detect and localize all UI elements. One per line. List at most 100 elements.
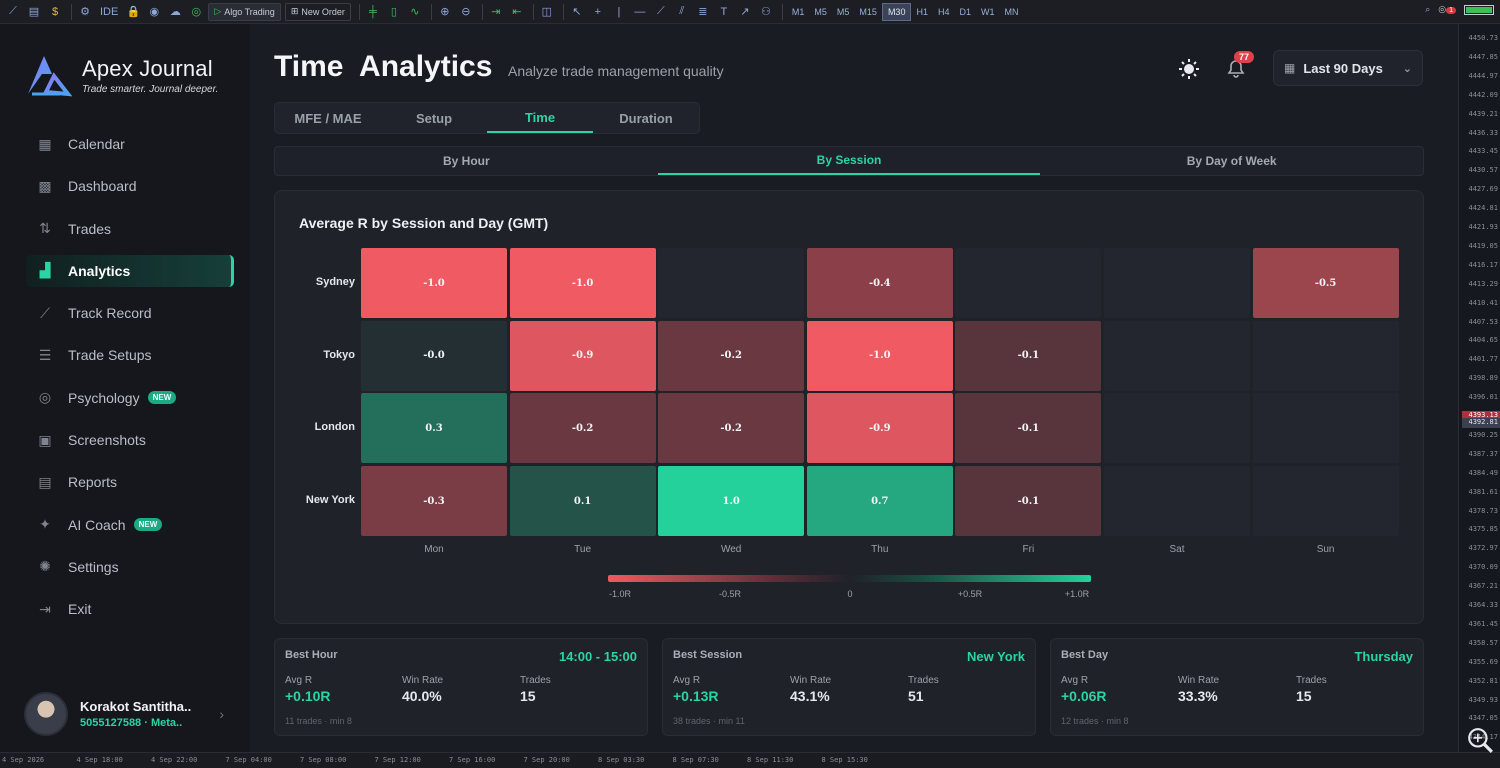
heatmap-cell[interactable]: 0.1 [509, 466, 656, 537]
chart-shift-icon[interactable]: ⇥ [491, 6, 501, 18]
heatmap-cell[interactable]: -0.9 [509, 320, 656, 391]
user-info: Korakot Santitha.. 5055127588 · Meta.. [80, 699, 191, 729]
sidebar-item-track-record[interactable]: ⟋ Track Record [26, 297, 234, 329]
strategy-icon[interactable]: ⚙ [80, 6, 90, 18]
algo-trading-button[interactable]: ▷ Algo Trading [208, 2, 281, 21]
bar-chart-type-icon[interactable]: ╪ [368, 5, 377, 18]
autoscroll-icon[interactable]: ⇤ [512, 6, 522, 18]
heatmap-cell[interactable]: -0.2 [509, 393, 656, 464]
subtab-by-session[interactable]: By Session [657, 147, 1041, 175]
heatmap-cell[interactable]: 0.3 [361, 393, 507, 464]
price-tick-label: 4361.45 [1468, 619, 1498, 628]
heatmap-cell[interactable] [1104, 466, 1250, 537]
shapes-icon[interactable]: ⚇ [760, 6, 771, 18]
tab-setup[interactable]: Setup [415, 110, 453, 126]
user-card[interactable]: Korakot Santitha.. 5055127588 · Meta.. › [24, 692, 224, 736]
sidebar-item-trade-setups[interactable]: ☰ Trade Setups [26, 339, 234, 371]
stat-metric-label: Avg R [1061, 675, 1089, 686]
heatmap-cell[interactable]: -0.0 [361, 320, 507, 391]
template-icon[interactable]: ▤ [28, 6, 40, 18]
heatmap-cell[interactable]: -0.9 [806, 393, 953, 464]
heatmap-cell[interactable]: -0.4 [806, 248, 953, 318]
dollar-icon[interactable]: $ [51, 5, 59, 18]
timeframe-mn[interactable]: MN [1004, 6, 1019, 17]
ide-button[interactable]: IDE [100, 5, 119, 18]
sidebar-item-trades[interactable]: ⇅ Trades [26, 213, 234, 245]
heatmap-cell[interactable]: -1.0 [806, 320, 953, 391]
cursor-icon[interactable]: ↖ [572, 6, 582, 18]
crosshair-icon[interactable]: + [594, 5, 602, 18]
text-tool-icon[interactable]: T [720, 5, 728, 18]
sidebar-item-calendar[interactable]: ▦ Calendar [26, 128, 234, 160]
timeframe-m15[interactable]: M15 [859, 6, 877, 17]
timeframe-m30[interactable]: M30 [881, 2, 912, 21]
date-range-dropdown[interactable]: ▦ Last 90 Days ⌄ [1273, 50, 1423, 86]
sidebar-item-exit[interactable]: ⇥ Exit [26, 593, 234, 625]
arrow-tool-icon[interactable]: ↗ [740, 6, 750, 18]
horizontal-line-icon[interactable]: — [634, 5, 646, 18]
vertical-line-icon[interactable]: | [617, 5, 621, 18]
heatmap-cell[interactable] [1104, 320, 1250, 391]
tab-mfe-mae[interactable]: MFE / MAE [294, 110, 362, 126]
heatmap-cell[interactable]: -0.2 [658, 393, 805, 464]
line-type-icon[interactable]: ∿ [410, 6, 420, 18]
heatmap-cell[interactable]: -0.1 [955, 466, 1102, 537]
signal-icon[interactable]: ◉ [149, 6, 160, 18]
timeframe-w1[interactable]: W1 [981, 6, 995, 17]
timeframe-h4[interactable]: H4 [937, 6, 950, 17]
search-icon[interactable]: ⌕ [1425, 4, 1431, 14]
heatmap-cell[interactable]: -0.3 [361, 466, 507, 537]
alerts-icon[interactable]: ◎ 1 [1438, 4, 1456, 15]
heatmap-cell[interactable] [1252, 393, 1399, 464]
cloud-icon[interactable]: ☁ [169, 6, 181, 18]
price-tick-label: 4347.05 [1468, 714, 1498, 723]
heatmap-cell[interactable]: -0.5 [1252, 248, 1399, 318]
sidebar-item-screenshots[interactable]: ▣ Screenshots [26, 424, 234, 456]
heatmap-cell[interactable] [658, 248, 805, 318]
heatmap-legend-bar [608, 575, 1091, 582]
sidebar-item-reports[interactable]: ▤ Reports [26, 466, 234, 498]
heatmap-cell[interactable]: -1.0 [361, 248, 507, 318]
channel-icon[interactable]: ⫽ [679, 5, 685, 17]
fibonacci-icon[interactable]: ≣ [698, 6, 708, 18]
heatmap-cell[interactable]: -0.1 [955, 320, 1102, 391]
sun-icon[interactable] [1178, 58, 1200, 80]
heatmap-cell[interactable] [955, 248, 1102, 318]
heatmap-cell[interactable] [1252, 320, 1399, 391]
tab-duration[interactable]: Duration [619, 110, 673, 126]
magnifier-icon[interactable] [1466, 726, 1494, 754]
tab-time[interactable]: Time [487, 103, 593, 133]
heatmap-cell[interactable]: -1.0 [509, 248, 656, 318]
screenshot-icon[interactable]: ◫ [541, 6, 553, 18]
stat-metric-value: 40.0% [402, 688, 442, 704]
sidebar-item-psychology[interactable]: ◎ Psychology NEW [26, 382, 234, 414]
time-tick-label: 8 Sep 15:30 [821, 756, 868, 764]
trendline-icon[interactable]: ⟋ [657, 5, 665, 17]
sidebar-item-ai-coach[interactable]: ✦ AI Coach NEW [26, 509, 234, 541]
subtab-by-hour[interactable]: By Hour [443, 154, 490, 168]
timeframe-d1[interactable]: D1 [959, 6, 971, 17]
globe-icon[interactable]: ◎ [191, 6, 202, 18]
zoom-out-icon[interactable]: ⊖ [461, 6, 471, 18]
heatmap-cell[interactable] [1104, 393, 1250, 464]
brand[interactable]: Apex Journal Trade smarter. Journal deep… [24, 52, 218, 98]
line-chart-icon[interactable]: ⟋ [9, 5, 17, 17]
candle-chart-icon[interactable]: ▯ [390, 6, 397, 18]
timeframe-h1[interactable]: H1 [916, 6, 928, 17]
timeframe-m1[interactable]: M1 [791, 6, 805, 17]
heatmap-cell[interactable] [1104, 248, 1250, 318]
timeframe-m5[interactable]: M5 [814, 6, 827, 17]
heatmap-cell[interactable] [1252, 466, 1399, 537]
subtab-by-day-of-week[interactable]: By Day of Week [1186, 154, 1277, 168]
heatmap-cell[interactable]: -0.1 [955, 393, 1102, 464]
heatmap-cell[interactable]: 1.0 [658, 466, 805, 537]
sidebar-item-settings[interactable]: ✺ Settings [26, 551, 234, 583]
zoom-in-icon[interactable]: ⊕ [440, 6, 450, 18]
lock-icon[interactable]: 🔒 [126, 6, 141, 18]
timeframe-m5[interactable]: M5 [836, 6, 850, 17]
heatmap-cell[interactable]: -0.2 [658, 320, 805, 391]
sidebar-item-dashboard[interactable]: ▩ Dashboard [26, 170, 234, 202]
heatmap-cell[interactable]: 0.7 [806, 466, 953, 537]
sidebar-item-analytics[interactable]: ▟ Analytics [26, 254, 234, 287]
new-order-button[interactable]: ⊞ New Order [284, 2, 351, 21]
